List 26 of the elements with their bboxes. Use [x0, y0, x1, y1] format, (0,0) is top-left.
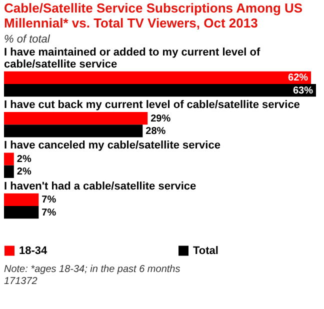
bar — [4, 206, 39, 219]
y-tick-label: I have canceled my cable/satellite service — [4, 140, 220, 152]
bar — [4, 165, 14, 178]
bar — [4, 193, 39, 206]
legend-label: 18-34 — [19, 244, 48, 257]
data-label: 29% — [150, 113, 171, 124]
chart-subtitle: % of total — [4, 33, 50, 46]
data-label: 7% — [42, 207, 56, 218]
bar — [4, 84, 316, 97]
text: 171372 — [4, 276, 38, 287]
bar — [4, 112, 148, 125]
bar — [4, 152, 14, 166]
chart-title: Cable/Satellite Service Subscriptions Among US Millennial* vs. Total TV Viewers, Oct 2013 — [4, 0, 303, 30]
legend-label: Total — [193, 244, 218, 257]
y-tick-label: I have maintained or added to my current level of cable/satellite service — [4, 46, 260, 70]
data-label: 2% — [16, 154, 32, 166]
data-label: 62% — [288, 72, 308, 84]
data-label: 63% — [292, 85, 314, 96]
bar — [4, 124, 143, 138]
y-tick-label: I haven't had a cable/satellite service — [4, 180, 196, 192]
data-label: 2% — [16, 166, 32, 178]
data-label: 7% — [42, 194, 56, 206]
text: Note: *ages 18-34; in the past 6 months — [4, 264, 180, 275]
data-label: 28% — [146, 126, 166, 137]
bar — [4, 71, 312, 84]
y-tick-label: I have cut back my current level of cable/satellite service — [4, 99, 300, 112]
